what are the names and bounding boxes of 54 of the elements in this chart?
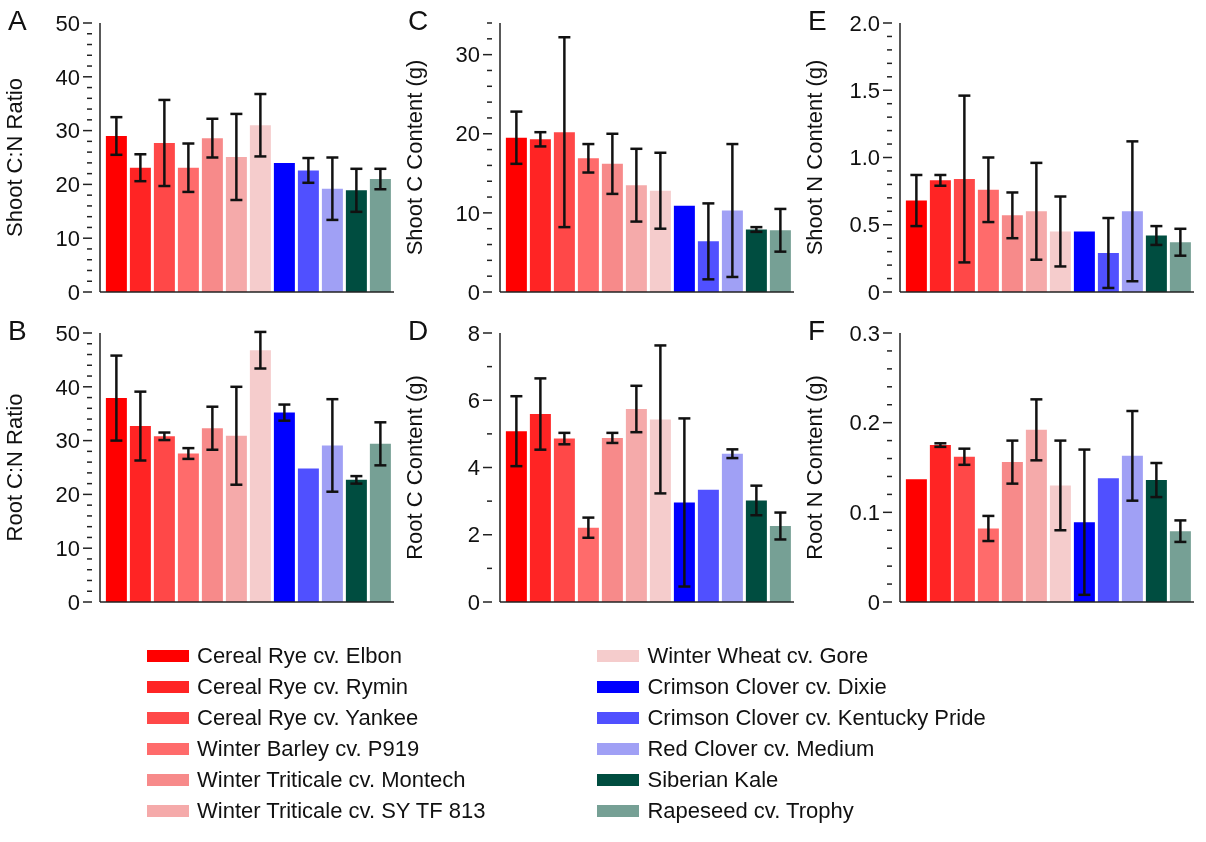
chart-title: D [408,315,429,347]
y-tick-label: 30 [55,118,80,144]
y-tick-label: 50 [55,320,80,346]
y-axis-title: Root C:N Ratio [1,393,27,542]
y-axis-title: Root N Content (g) [801,375,827,560]
y-tick-label: 10 [455,200,480,226]
legend-label: Winter Triticale cv. SY TF 813 [197,797,486,824]
legend-label: Cereal Rye cv. Rymin [197,673,409,700]
legend-label: Crimson Clover cv. Dixie [647,673,887,700]
chart-title: F [808,315,826,347]
legend-label: Siberian Kale [647,766,779,793]
y-axis-title: Shoot N Content (g) [801,59,827,256]
y-tick-label: 2.0 [849,10,880,36]
y-tick-label: 10 [55,535,80,561]
y-axis-title: Shoot C:N Ratio [1,78,27,237]
legend-label: Crimson Clover cv. Kentucky Pride [647,704,986,731]
y-tick-label: 0 [467,279,480,305]
y-tick-label: 2 [467,522,480,548]
y-tick-label: 20 [55,172,80,198]
chart-title: A [8,5,27,37]
legend-label: Cereal Rye cv. Elbon [197,642,403,669]
y-tick-label: 30 [455,42,480,68]
legend-label: Rapeseed cv. Trophy [647,797,854,824]
y-tick-label: 6 [467,387,480,413]
y-tick-label: 0.3 [849,320,880,346]
y-tick-label: 40 [55,374,80,400]
y-tick-label: 20 [55,482,80,508]
y-axis-title: Shoot C Content (g) [401,59,427,256]
y-tick-label: 0.2 [849,410,880,436]
y-tick-label: 30 [55,428,80,454]
y-tick-label: 0.5 [849,212,880,238]
legend-label: Winter Triticale cv. Montech [197,766,466,793]
y-tick-label: 40 [55,64,80,90]
y-tick-label: 20 [455,121,480,147]
y-tick-label: 0 [67,589,80,615]
legend-label: Winter Barley cv. P919 [197,735,420,762]
legend-label: Red Clover cv. Medium [647,735,875,762]
y-tick-label: 0 [867,589,880,615]
y-tick-label: 1.5 [849,77,880,103]
y-axis-title: Root C Content (g) [401,375,427,560]
chart-title: C [408,5,429,37]
y-tick-label: 4 [467,455,480,481]
y-tick-label: 50 [55,10,80,36]
y-tick-label: 0.1 [849,500,880,526]
y-tick-label: 0 [67,279,80,305]
y-tick-label: 0 [467,589,480,615]
y-tick-label: 8 [467,320,480,346]
chart-title: E [808,5,827,37]
y-tick-label: 1.0 [849,145,880,171]
y-tick-label: 10 [55,225,80,251]
y-tick-label: 0 [867,279,880,305]
legend-label: Winter Wheat cv. Gore [647,642,869,669]
legend-label: Cereal Rye cv. Yankee [197,704,419,731]
chart-title: B [8,315,27,347]
